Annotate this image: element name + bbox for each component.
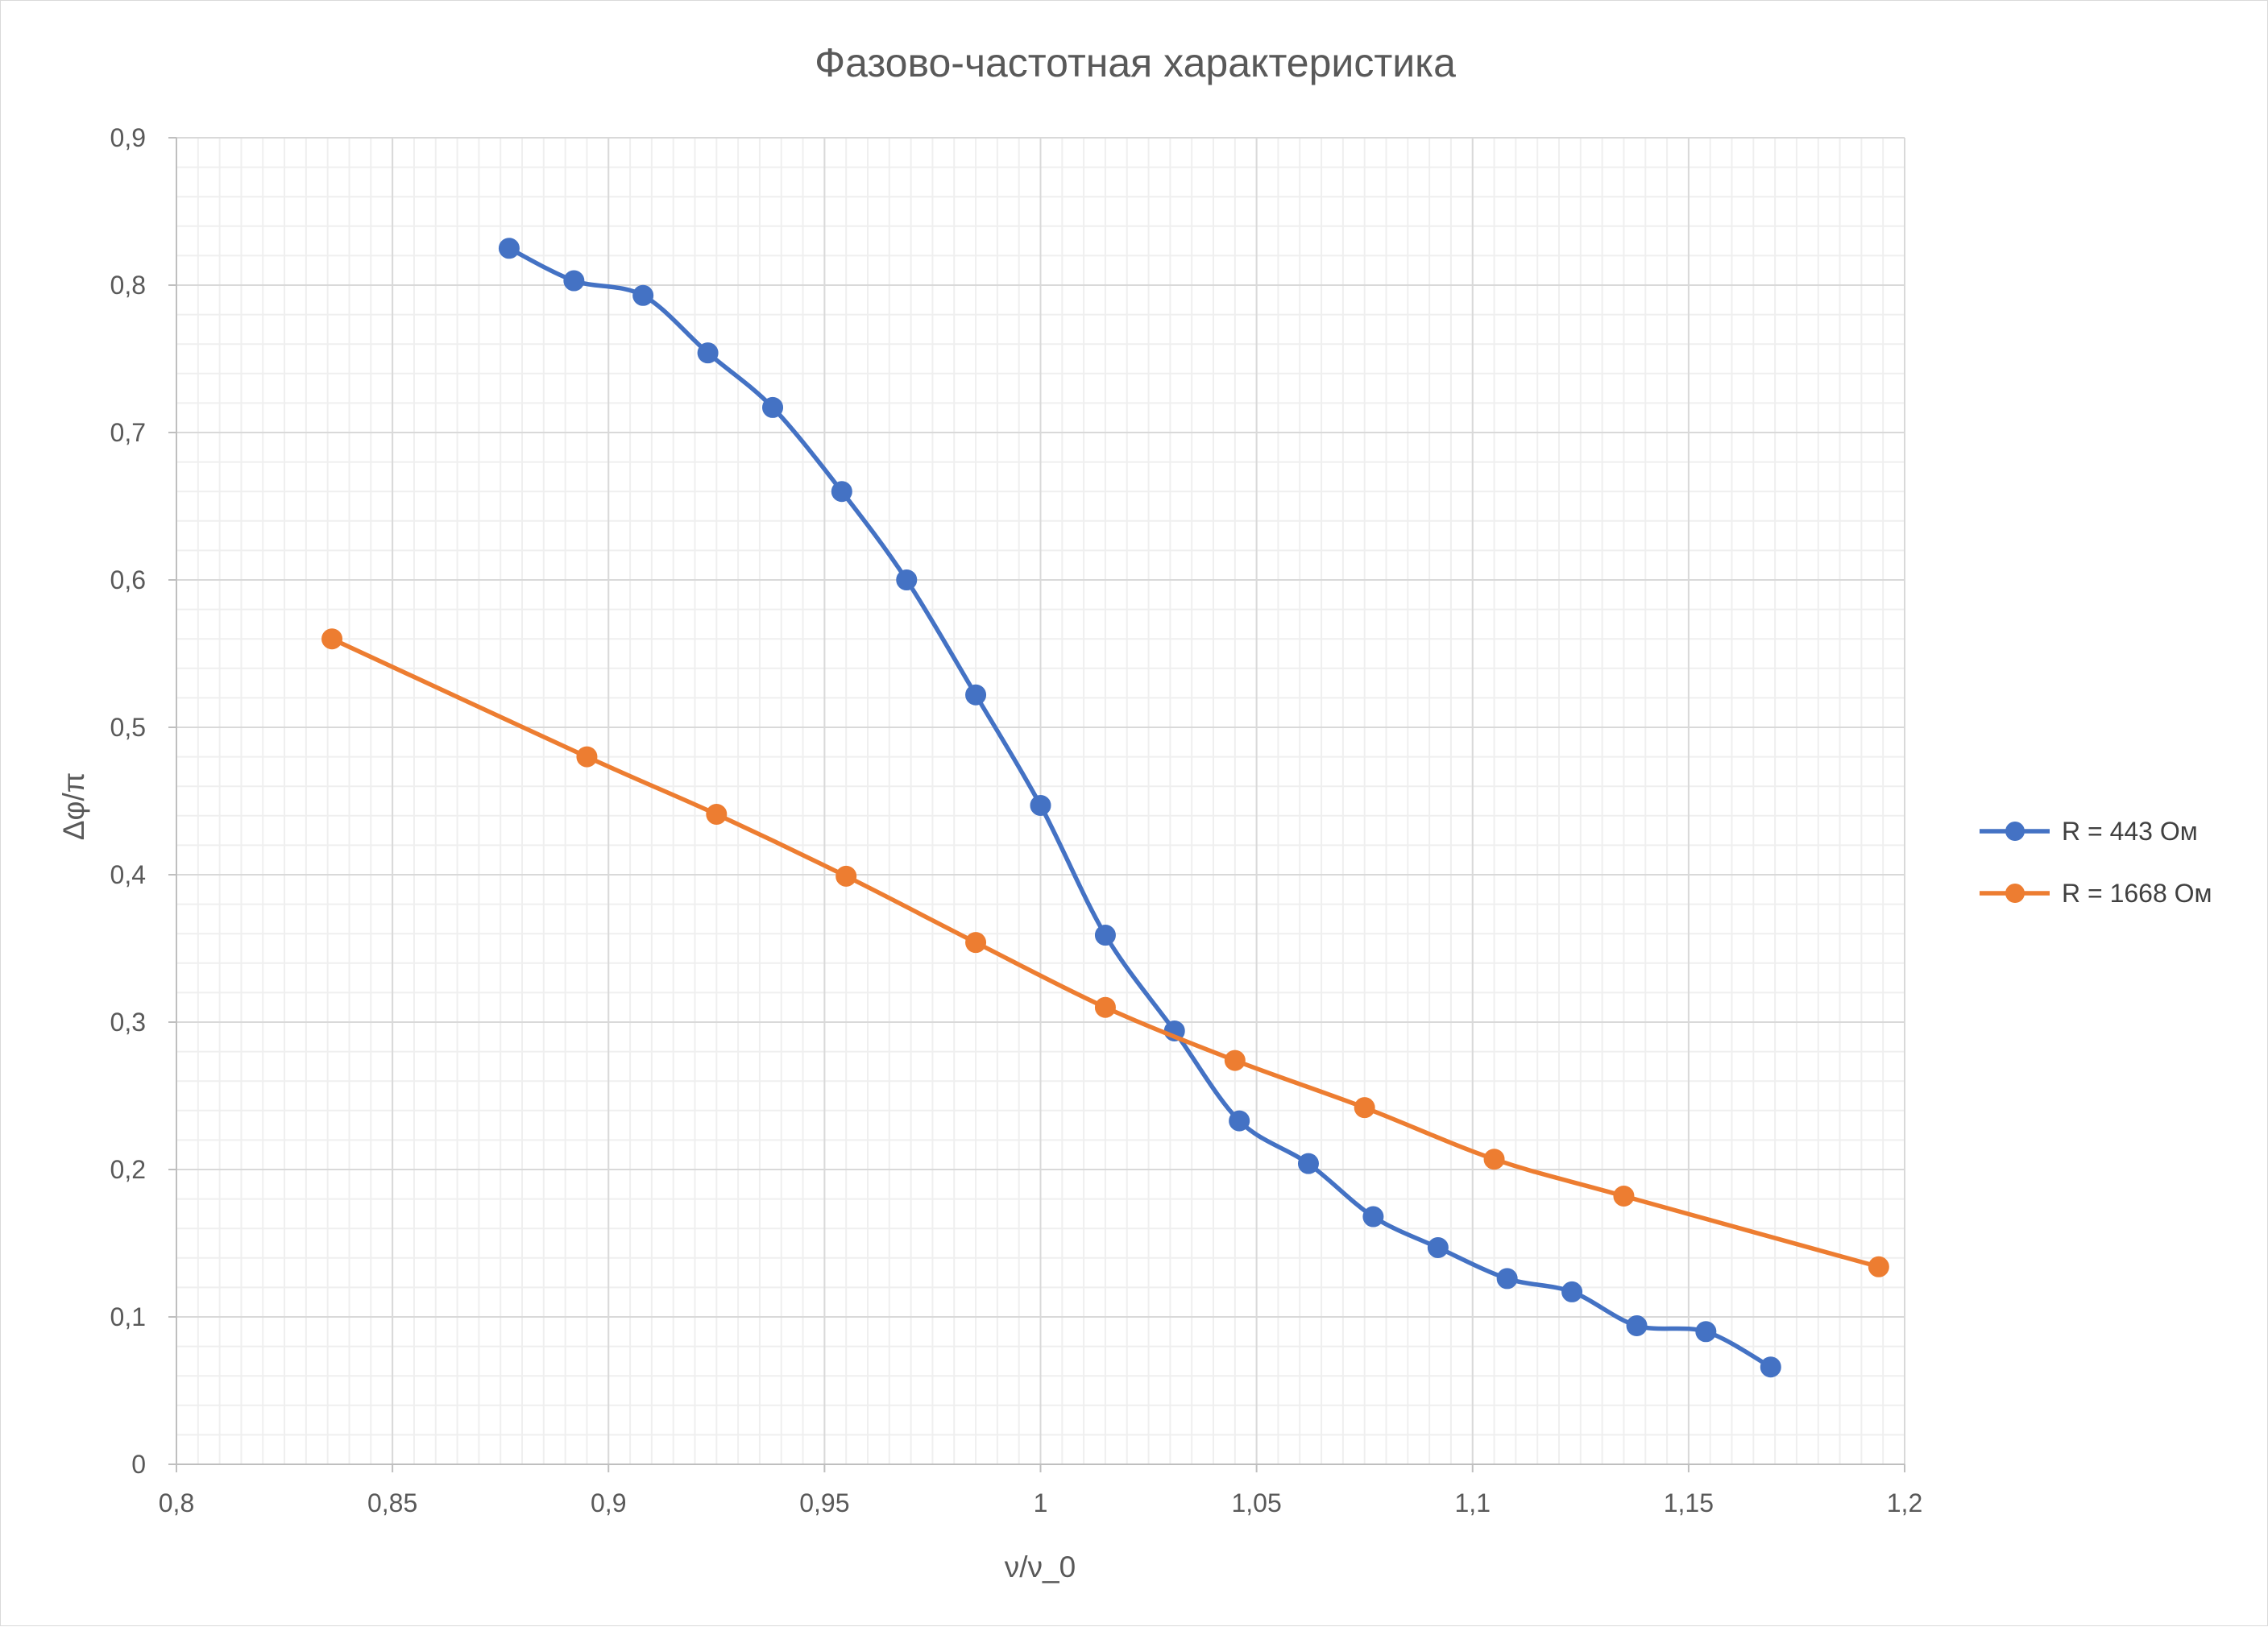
x-tick-label: 1,05 [1231,1488,1281,1517]
axes: 0,8 0,85 0,9 0,95 1 1,05 1,1 1,15 1,2 0 0,1 0,2 0,3 0… [110,123,1923,1517]
series-2 [321,628,1889,1277]
legend-item-2: R = 1668 Ом [1980,879,2212,908]
data-point [1427,1236,1449,1258]
data-point [762,396,784,418]
data-point [1094,925,1116,946]
y-tick-label: 0,5 [110,713,146,742]
y-tick-label: 0,6 [110,565,146,594]
x-tick-label: 1,15 [1664,1488,1714,1517]
data-point [1224,1049,1246,1071]
legend-item-1: R = 443 Ом [1980,817,2198,846]
data-point [831,481,852,503]
y-tick-label: 0,8 [110,271,146,300]
data-point [1613,1185,1635,1207]
legend-label: R = 1668 Ом [2062,879,2212,908]
legend-label: R = 443 Ом [2062,817,2198,846]
data-point [965,932,987,954]
data-point [576,746,598,768]
series-1 [498,238,1781,1378]
data-point [697,342,719,364]
data-point [965,684,987,706]
data-point [1362,1206,1384,1227]
y-axis-title: Δφ/π [57,772,90,841]
data-point [706,803,728,825]
data-point [1030,794,1051,816]
x-axis-title: ν/ν_0 [1005,1550,1076,1584]
data-point [1868,1256,1889,1277]
data-point [1297,1153,1319,1174]
y-tick-label: 0,1 [110,1302,146,1331]
data-point [498,238,520,259]
x-tick-label: 0,95 [799,1488,849,1517]
data-point [1229,1110,1250,1132]
data-point [1354,1097,1375,1119]
series-layer [321,238,1889,1378]
x-tick-label: 1,2 [1887,1488,1922,1517]
data-point [563,270,585,292]
data-point [1626,1314,1648,1336]
y-tick-label: 0,7 [110,418,146,447]
data-point [1094,996,1116,1018]
y-tick-label: 0,3 [110,1008,146,1037]
legend-marker [2005,822,2025,841]
x-tick-label: 0,85 [367,1488,417,1517]
data-point [1483,1149,1505,1170]
data-point [632,284,654,306]
data-point [321,628,343,650]
x-tick-label: 1,1 [1455,1488,1491,1517]
data-point [1561,1281,1583,1302]
data-point [1760,1356,1781,1378]
y-tick-label: 0 [131,1450,146,1479]
y-tick-label: 0,4 [110,860,146,889]
chart-title: Фазово-частотная характеристика [815,40,1456,85]
x-tick-label: 1 [1034,1488,1048,1517]
y-tick-label: 0,9 [110,123,146,152]
x-tick-label: 0,9 [591,1488,626,1517]
data-point [896,569,918,590]
x-tick-label: 0,8 [159,1488,194,1517]
y-tick-label: 0,2 [110,1155,146,1184]
legend-marker [2005,884,2025,903]
legend: R = 443 Ом R = 1668 Ом [1980,817,2212,908]
data-point [835,865,857,887]
data-point [1695,1321,1717,1343]
data-point [1496,1268,1518,1290]
